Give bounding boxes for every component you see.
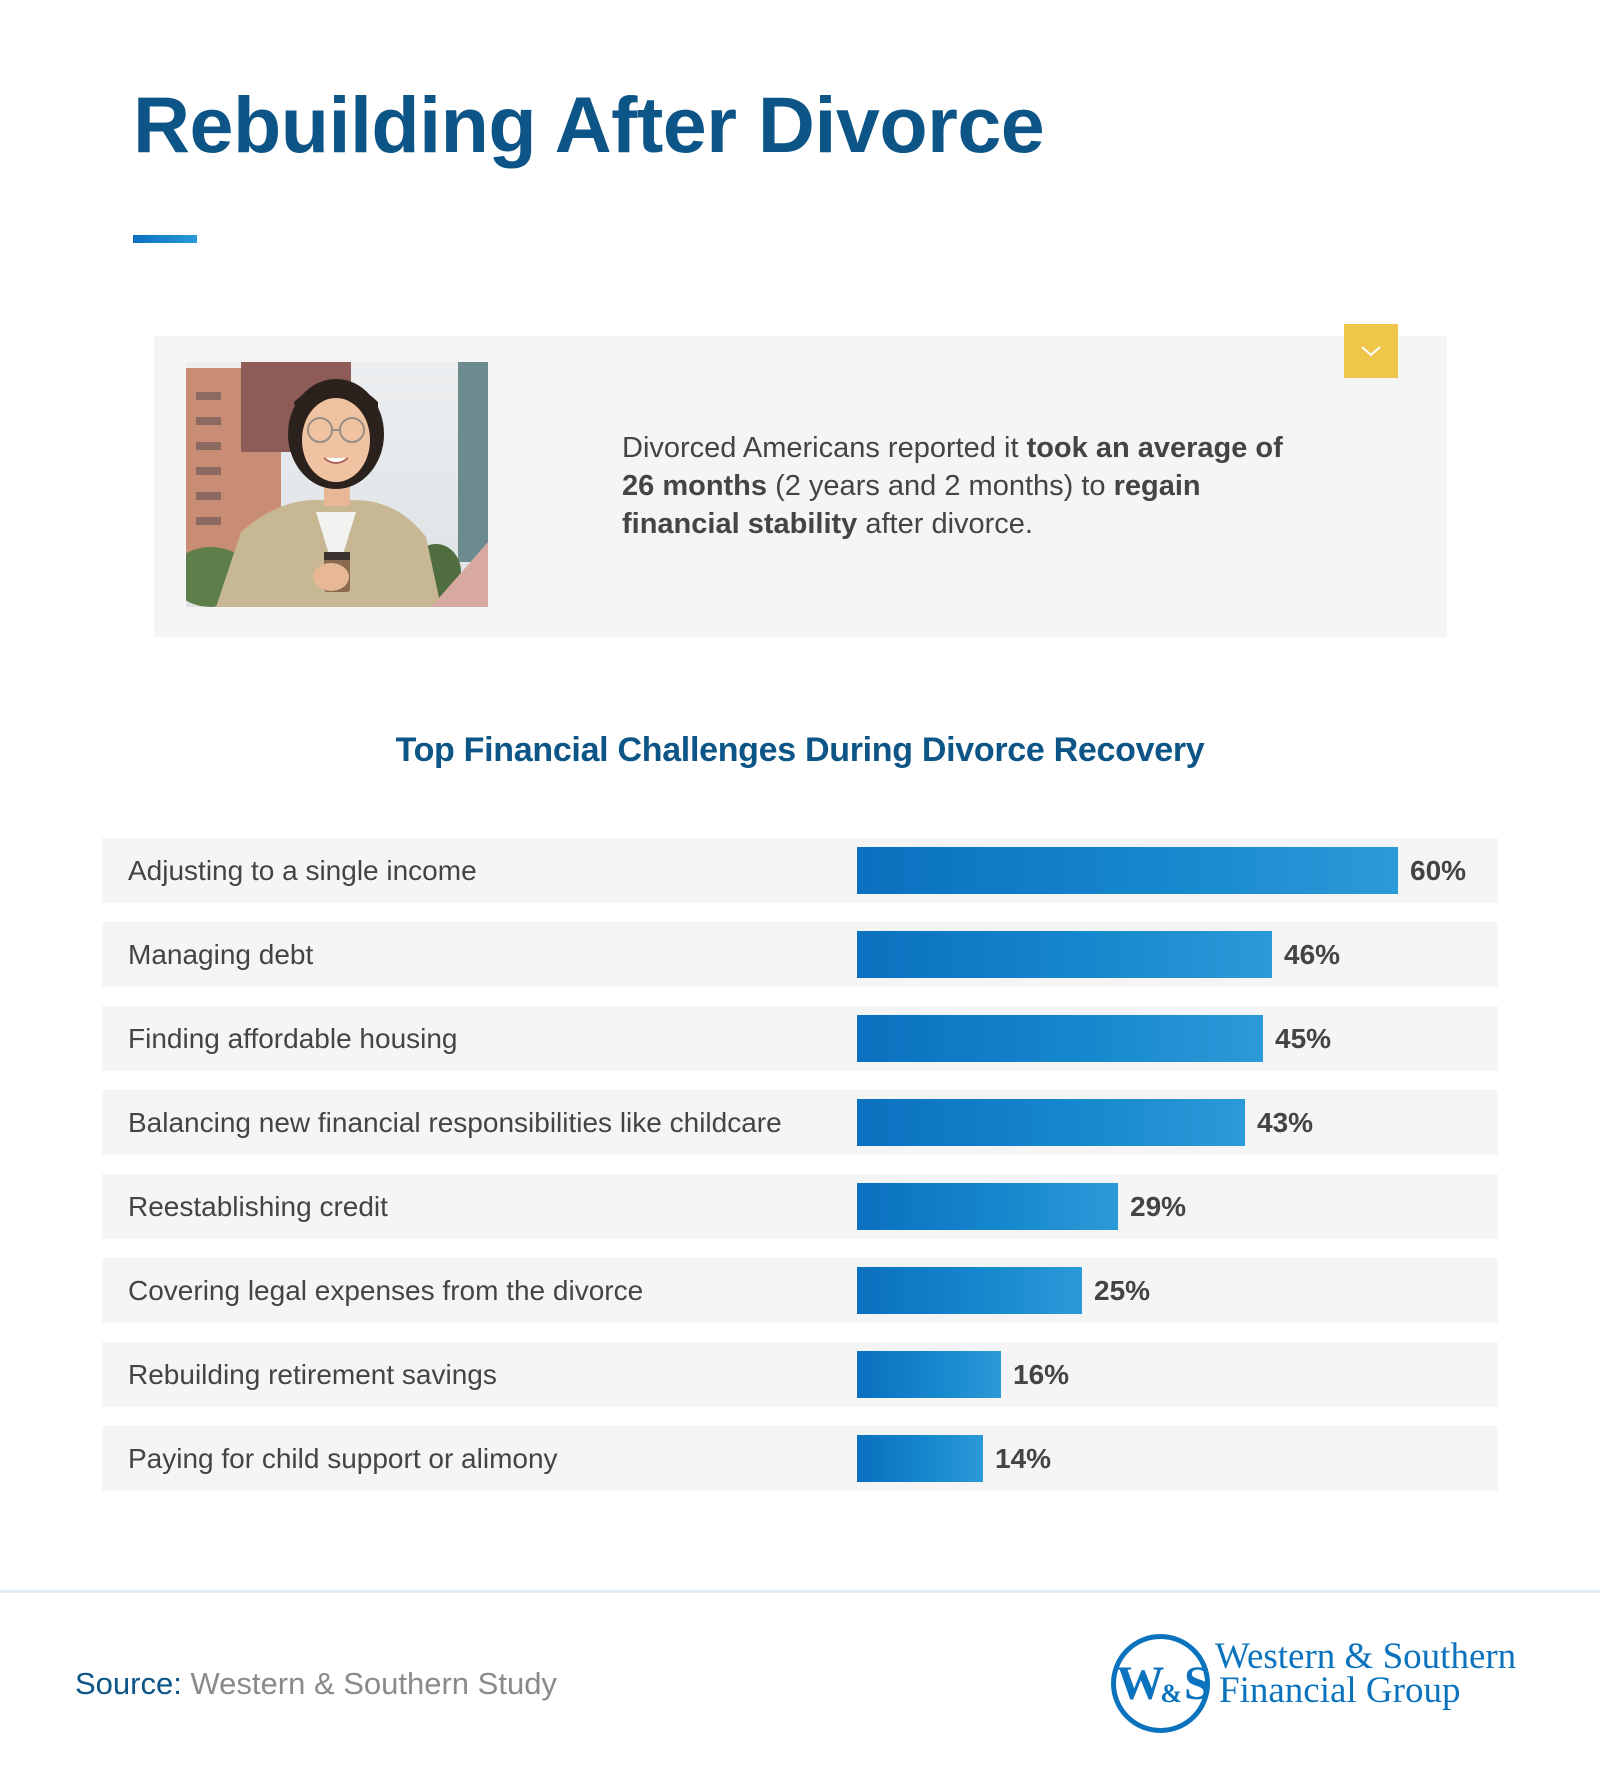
page-title: Rebuilding After Divorce	[133, 80, 1045, 169]
stat-card: Divorced Americans reported it took an a…	[154, 336, 1447, 637]
source-label: Source:	[75, 1666, 182, 1701]
bar	[857, 931, 1272, 978]
chart-row: Adjusting to a single income 60%	[102, 838, 1498, 903]
chart-row: Covering legal expenses from the divorce…	[102, 1258, 1498, 1323]
row-label: Paying for child support or alimony	[128, 1443, 558, 1474]
chart-row: Paying for child support or alimony 14%	[102, 1426, 1498, 1491]
stat-text-highlight: regain financial stability	[622, 470, 1201, 540]
chevron-down-icon	[1361, 346, 1381, 357]
title-accent-bar	[133, 235, 197, 243]
row-label: Finding affordable housing	[128, 1023, 458, 1054]
photo-illustration	[186, 362, 488, 607]
bar-value-label: 16%	[1013, 1359, 1070, 1390]
bar	[857, 847, 1398, 894]
row-label: Reestablishing credit	[128, 1191, 388, 1222]
bar-value-label: 29%	[1130, 1191, 1187, 1222]
row-label: Rebuilding retirement savings	[128, 1359, 497, 1390]
chart-row: Balancing new financial responsibilities…	[102, 1090, 1498, 1155]
row-label: Adjusting to a single income	[128, 855, 477, 886]
logo-wordmark: Western & Southern Financial Group	[1215, 1636, 1517, 1711]
stat-text-part: Divorced Americans reported it	[622, 432, 1027, 464]
chart-row: Managing debt 46%	[102, 922, 1498, 987]
logo-line-2: Financial Group	[1219, 1670, 1461, 1711]
bar	[857, 1267, 1082, 1314]
bar-value-label: 46%	[1284, 939, 1341, 970]
bar-value-label: 43%	[1257, 1107, 1314, 1138]
company-logo: W & S Western & Southern Financial Group	[1111, 1634, 1541, 1734]
woman-photo	[186, 362, 488, 607]
row-label: Managing debt	[128, 939, 314, 970]
bar-value-label: 25%	[1094, 1275, 1151, 1306]
stat-text-highlight: took an average of 26 months	[622, 432, 1283, 502]
row-label: Covering legal expenses from the divorce	[128, 1275, 644, 1306]
source-value: Western & Southern Study	[190, 1666, 557, 1701]
bar	[857, 1435, 983, 1482]
source-citation: Source: Western & Southern Study	[75, 1666, 557, 1702]
expand-button[interactable]	[1344, 324, 1398, 378]
bar	[857, 1351, 1001, 1398]
bar	[857, 1183, 1118, 1230]
bar	[857, 1015, 1263, 1062]
bar-value-label: 60%	[1410, 855, 1467, 886]
chart-row: Reestablishing credit 29%	[102, 1174, 1498, 1239]
bar-chart: Adjusting to a single income 60% Managin…	[102, 838, 1498, 1510]
stat-text-part: (2 years and 2 months) to	[767, 470, 1114, 502]
footer-divider	[0, 1590, 1600, 1593]
bar	[857, 1099, 1245, 1146]
stat-text-part: after divorce.	[857, 508, 1033, 540]
bar-value-label: 14%	[995, 1443, 1052, 1474]
ws-logo-icon: W & S	[1111, 1634, 1211, 1733]
chart-row: Rebuilding retirement savings 16%	[102, 1342, 1498, 1407]
chart-row: Finding affordable housing 45%	[102, 1006, 1498, 1071]
logo-line-1: Western & Southern	[1215, 1636, 1517, 1677]
bar-value-label: 45%	[1275, 1023, 1332, 1054]
chart-title: Top Financial Challenges During Divorce …	[395, 731, 1205, 769]
stat-text: Divorced Americans reported it took an a…	[622, 429, 1302, 543]
row-label: Balancing new financial responsibilities…	[128, 1107, 782, 1138]
